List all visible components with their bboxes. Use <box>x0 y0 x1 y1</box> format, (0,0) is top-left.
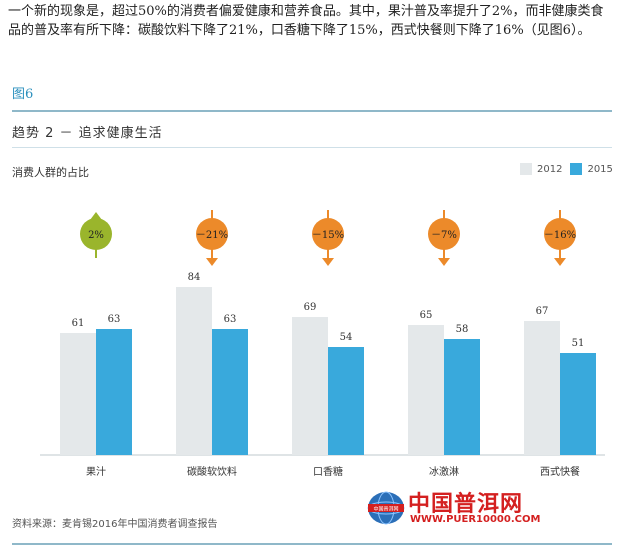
figure-label: 图6 <box>12 87 34 102</box>
category-label-0: 果汁 <box>86 465 106 478</box>
arrow-down-icon-3 <box>438 258 450 266</box>
category-label-2: 口香糖 <box>313 465 343 478</box>
bar-2012-3 <box>408 325 444 455</box>
chart-title: 消费人群的占比 <box>12 166 89 179</box>
category-label-3: 冰激淋 <box>429 465 459 478</box>
value-label-2012-4: 67 <box>536 306 549 317</box>
bar-2015-2 <box>328 347 364 455</box>
value-label-2015-4: 51 <box>572 338 585 349</box>
arrow-down-icon-4 <box>554 258 566 266</box>
bar-2012-1 <box>176 287 212 455</box>
value-label-2012-0: 61 <box>72 318 85 329</box>
value-label-2012-3: 65 <box>420 310 433 321</box>
category-label-1: 碳酸软饮料 <box>187 465 237 478</box>
bar-chart: 61 63 果汁 2% 84 63 碳酸软饮料 －21% 69 54 口香糖 －15% 65 58 冰激淋 －… <box>40 210 605 478</box>
trend-title: 趋势 2 － 追求健康生活 <box>12 126 163 141</box>
globe-text: 中国普洱网 <box>373 506 398 513</box>
legend-swatch-2015 <box>570 163 583 175</box>
category-label-4: 西式快餐 <box>540 465 580 478</box>
change-label-3: －7% <box>431 230 457 241</box>
legend-item-2012: 2012 <box>520 163 562 175</box>
bar-2015-3 <box>444 339 480 455</box>
bar-2012-0 <box>60 333 96 455</box>
bar-2012-4 <box>524 321 560 455</box>
change-circle-4 <box>544 218 576 250</box>
change-label-4: －16% <box>544 230 576 241</box>
value-label-2015-3: 58 <box>456 324 469 335</box>
intro-paragraph: 一个新的现象是，超过50%的消费者偏爱健康和营养食品。其中，果汁普及率提升了2%… <box>8 4 604 38</box>
legend-label-2015: 2015 <box>587 164 613 175</box>
change-circle-0 <box>80 218 112 250</box>
change-circle-2 <box>312 218 344 250</box>
value-label-2012-2: 69 <box>304 302 317 313</box>
change-circle-3 <box>428 218 460 250</box>
arrow-down-icon-1 <box>206 258 218 266</box>
value-label-2015-1: 63 <box>224 314 237 325</box>
value-label-2015-2: 54 <box>340 332 353 343</box>
change-label-0: 2% <box>88 230 104 241</box>
bottom-divider <box>12 543 612 545</box>
chart-legend: 2012 2015 <box>520 163 613 175</box>
bar-2015-4 <box>560 353 596 455</box>
change-circle-1 <box>196 218 228 250</box>
value-label-2012-1: 84 <box>188 272 201 283</box>
watermark-url: WWW.PUER10000.COM <box>410 514 541 525</box>
value-label-2015-0: 63 <box>108 314 121 325</box>
change-label-1: －21% <box>196 230 228 241</box>
arrow-up-icon-0 <box>90 212 102 220</box>
legend-item-2015: 2015 <box>570 163 613 175</box>
legend-label-2012: 2012 <box>537 164 563 175</box>
arrow-down-icon-2 <box>322 258 334 266</box>
legend-swatch-2012 <box>520 163 532 175</box>
top-divider <box>12 110 612 112</box>
watermark-logo: 中国普洱网 中国普洱网 WWW.PUER10000.COM <box>366 486 576 530</box>
watermark-name: 中国普洱网 <box>408 492 524 517</box>
middle-divider <box>12 147 612 148</box>
bar-2015-1 <box>212 329 248 455</box>
bar-2015-0 <box>96 329 132 455</box>
bar-2012-2 <box>292 317 328 455</box>
change-label-2: －15% <box>312 230 344 241</box>
source-note: 资料来源：麦肯锡2016年中国消费者调查报告 <box>12 519 218 530</box>
globe-icon: 中国普洱网 <box>367 491 405 525</box>
